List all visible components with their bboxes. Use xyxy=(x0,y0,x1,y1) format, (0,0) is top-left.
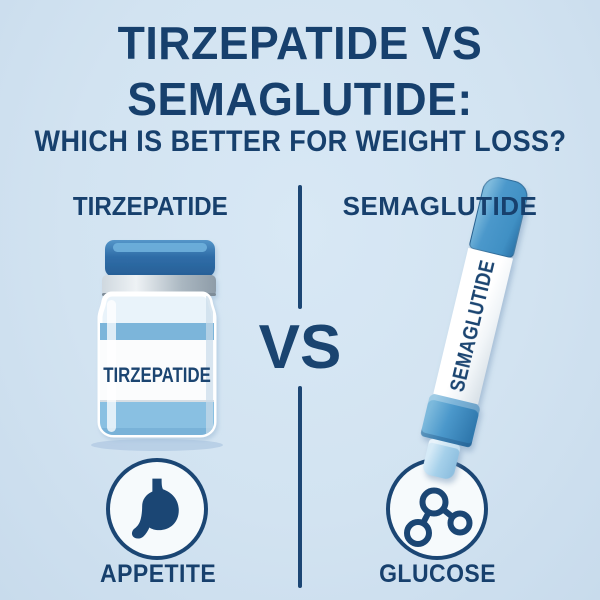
molecule-icon xyxy=(404,487,473,547)
pen-tip xyxy=(421,438,461,481)
vial-shadow xyxy=(91,439,223,451)
glucose-icon-circle xyxy=(386,458,488,560)
vial-liquid-upper xyxy=(100,323,214,340)
page-title: TIRZEPATIDE VS SEMAGLUTIDE: xyxy=(0,15,600,127)
left-column-header: TIRZEPATIDE xyxy=(72,191,228,221)
versus-label: VS xyxy=(258,313,342,382)
page-subtitle: WHICH IS BETTER FOR WEIGHT LOSS? xyxy=(34,125,566,158)
stomach-icon xyxy=(131,478,179,539)
right-column-header: SEMAGLUTIDE xyxy=(342,191,538,221)
divider-line-bottom xyxy=(298,386,302,588)
vial-label-text: TIRZEPATIDE xyxy=(103,364,211,387)
glucose-caption: GLUCOSE xyxy=(379,560,497,588)
appetite-caption: APPETITE xyxy=(99,560,217,588)
medicine-vial-illustration: TIRZEPATIDE xyxy=(91,240,223,451)
vial-label xyxy=(100,340,214,402)
vial-seal-band xyxy=(102,275,216,296)
appetite-icon-circle xyxy=(106,458,208,560)
title-line-2: SEMAGLUTIDE: xyxy=(127,73,473,125)
divider-line-top xyxy=(298,185,302,309)
title-line-1: TIRZEPATIDE VS xyxy=(117,17,483,69)
